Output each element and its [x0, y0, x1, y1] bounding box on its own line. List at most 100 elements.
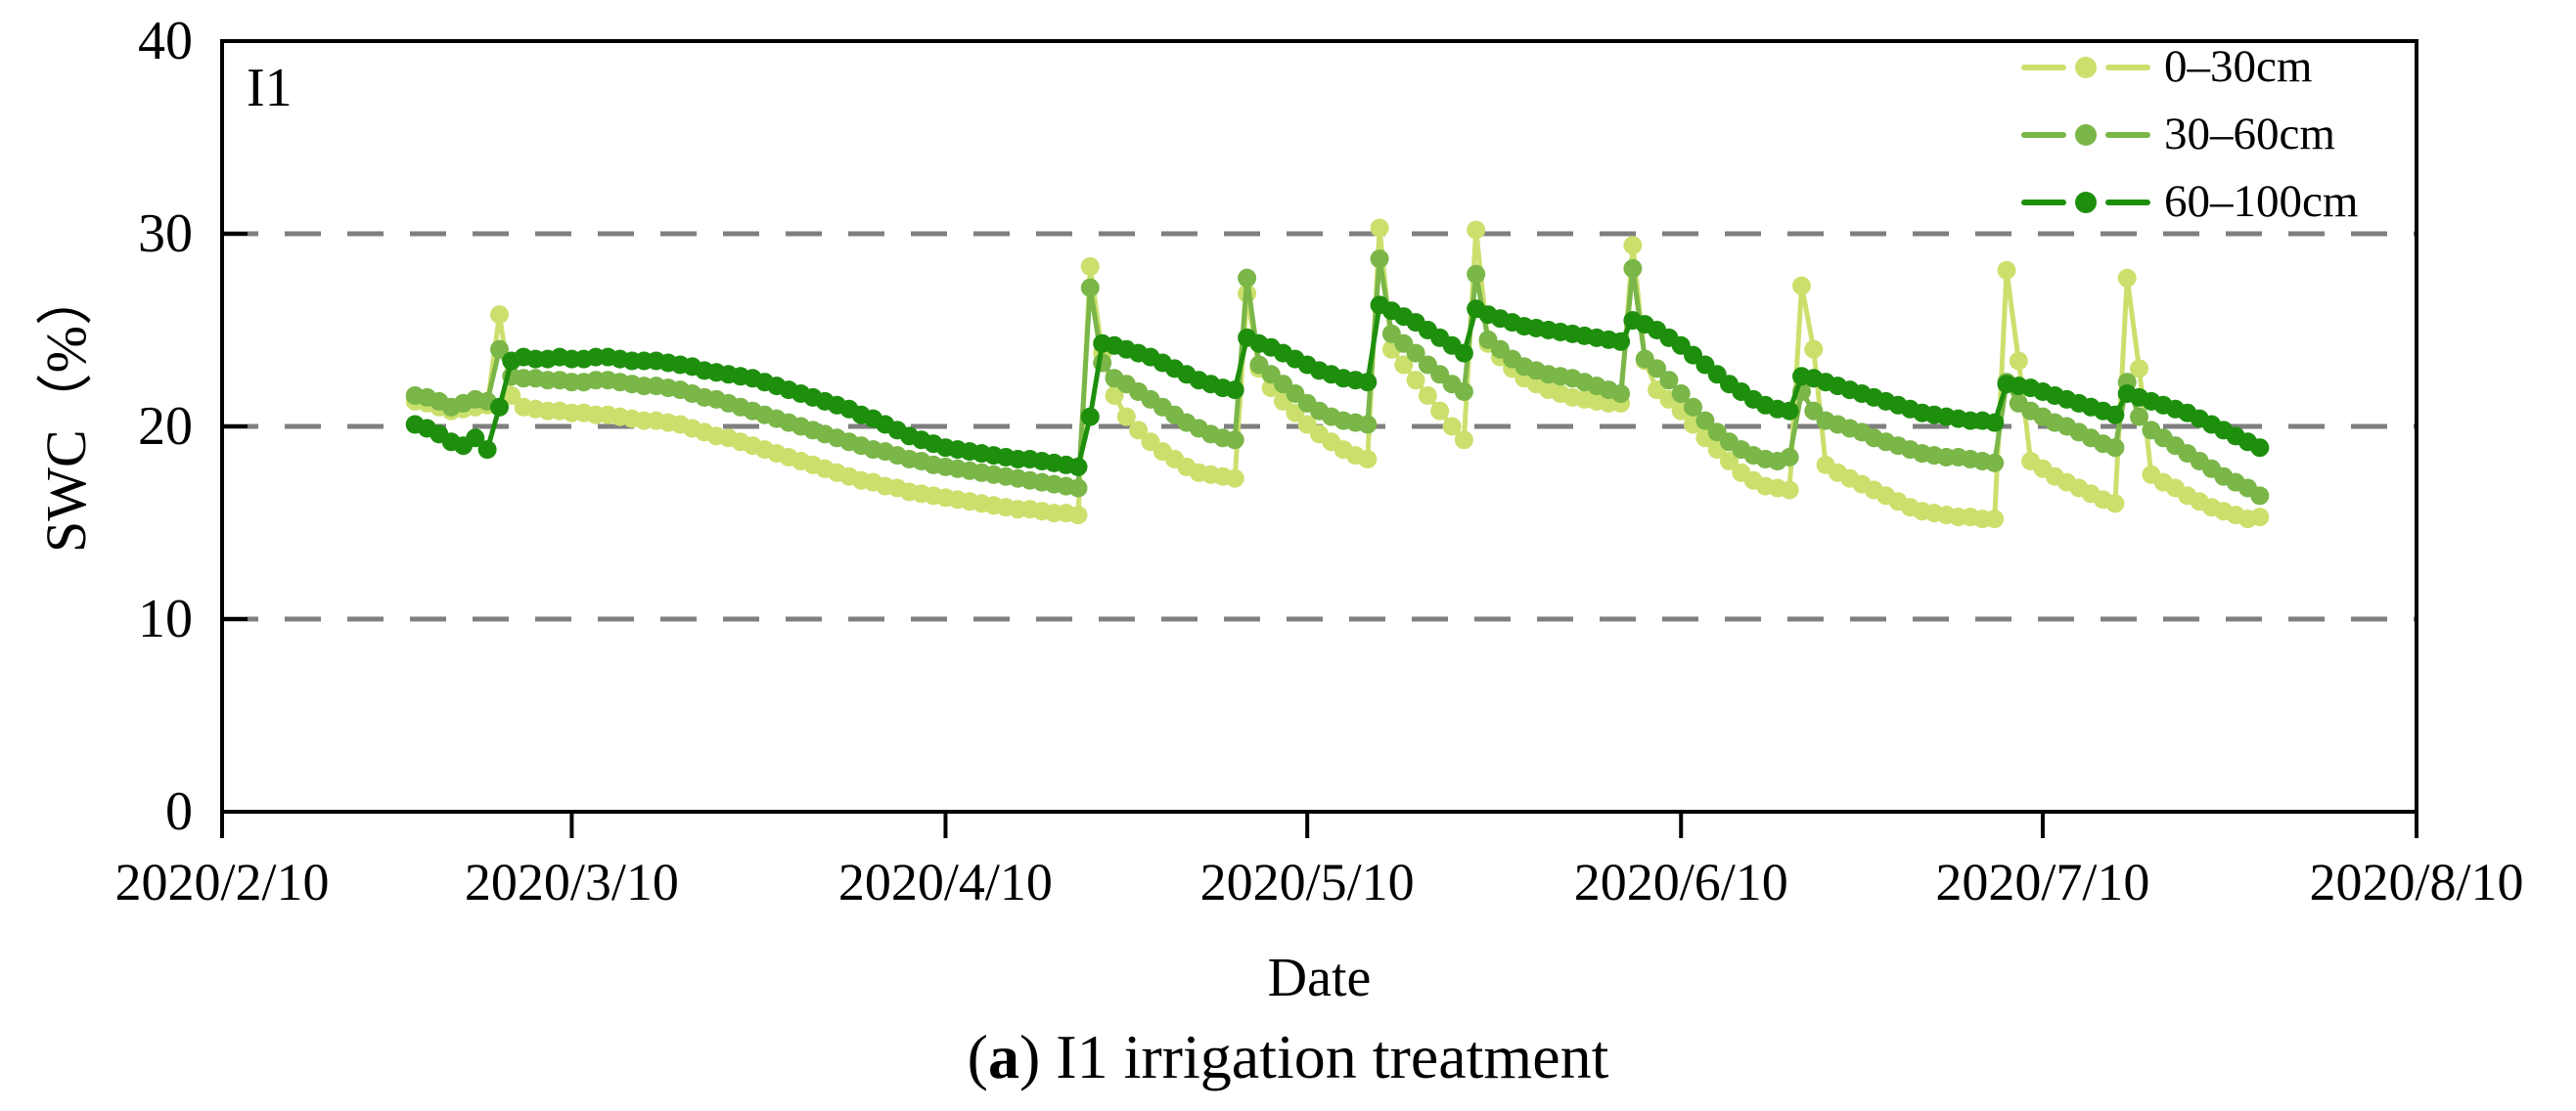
series-marker-0-30cm — [1116, 407, 1136, 426]
y-tick-label-30: 30 — [138, 203, 193, 264]
series-marker-30-60cm — [1068, 478, 1088, 498]
x-tick-label-3: 2020/5/10 — [1199, 853, 1415, 911]
series-marker-30-60cm — [1370, 249, 1389, 269]
series-marker-0-30cm — [1430, 401, 1450, 421]
series-marker-60-100cm — [1985, 413, 2005, 432]
x-tick-label-0: 2020/2/10 — [114, 853, 330, 911]
series-marker-60-100cm — [466, 428, 485, 448]
series-marker-0-30cm — [1985, 510, 2005, 529]
series-marker-0-30cm — [1105, 386, 1124, 405]
legend-line-icon — [2021, 131, 2066, 138]
series-marker-30-60cm — [490, 339, 509, 359]
series-marker-0-30cm — [1442, 417, 1462, 436]
x-tick-label-4: 2020/6/10 — [1573, 853, 1788, 911]
series-marker-0-30cm — [1358, 450, 1378, 468]
series-marker-60-100cm — [1225, 380, 1244, 400]
legend-dot-icon — [2075, 123, 2097, 146]
panel-label: I1 — [247, 58, 293, 118]
series-marker-0-30cm — [1997, 260, 2016, 280]
legend-line-icon — [2105, 131, 2150, 138]
legend-item-label: 30–60cm — [2164, 109, 2335, 159]
series-marker-60-100cm — [2250, 438, 2270, 458]
caption-prefix: ( — [967, 1022, 988, 1091]
series-marker-0-30cm — [2130, 359, 2148, 378]
legend-item-label: 0–30cm — [2164, 41, 2313, 92]
y-tick-label-10: 10 — [138, 589, 193, 649]
series-marker-30-60cm — [1225, 430, 1244, 450]
series-marker-0-30cm — [1068, 506, 1088, 525]
series-marker-60-100cm — [1068, 457, 1088, 476]
series-marker-30-60cm — [1985, 453, 2005, 472]
series-marker-0-30cm — [2105, 494, 2125, 513]
y-tick-label-40: 40 — [138, 11, 193, 71]
x-tick-label-5: 2020/7/10 — [1935, 853, 2150, 911]
legend: 0–30cm 30–60cm 60–100cm — [2021, 33, 2358, 236]
series-marker-60-100cm — [1080, 407, 1100, 426]
figure-caption: (a) I1 irrigation treatment — [0, 1021, 2576, 1093]
legend-line-icon — [2105, 199, 2150, 205]
series-marker-0-30cm — [1623, 236, 1643, 255]
series-marker-60-100cm — [2105, 405, 2125, 424]
series-marker-30-60cm — [1358, 415, 1378, 434]
legend-line-icon — [2105, 64, 2150, 70]
y-axis-title: SWC（%） — [34, 268, 98, 554]
series-marker-60-100cm — [1358, 373, 1378, 392]
series-marker-0-30cm — [1792, 276, 1811, 295]
legend-line-icon — [2021, 64, 2066, 70]
series-marker-30-60cm — [1406, 343, 1425, 363]
series-marker-0-30cm — [1080, 257, 1100, 276]
series-marker-0-30cm — [1418, 386, 1437, 405]
caption-text: ) I1 irrigation treatment — [1018, 1022, 1609, 1091]
series-marker-0-30cm — [1804, 339, 1824, 359]
series-marker-60-100cm — [1454, 343, 1473, 363]
series-marker-0-30cm — [2009, 351, 2028, 371]
series-marker-30-60cm — [1648, 359, 1667, 378]
series-marker-30-60cm — [1080, 278, 1100, 297]
series-marker-30-60cm — [1623, 259, 1643, 278]
series-marker-0-30cm — [1225, 468, 1244, 488]
caption-panel-letter: a — [987, 1022, 1019, 1091]
legend-item-0-30cm: 0–30cm — [2021, 33, 2358, 101]
series-marker-60-100cm — [1611, 332, 1631, 351]
legend-item-30-60cm: 30–60cm — [2021, 101, 2358, 168]
series-marker-0-30cm — [1129, 421, 1149, 440]
series-marker-60-100cm — [477, 440, 497, 460]
series-marker-60-100cm — [1780, 401, 1799, 421]
series-marker-0-30cm — [2250, 508, 2270, 527]
legend-item-60-100cm: 60–100cm — [2021, 168, 2358, 236]
legend-line-icon — [2021, 199, 2066, 205]
series-marker-60-100cm — [490, 397, 509, 417]
series-marker-30-60cm — [1611, 384, 1631, 403]
series-marker-0-30cm — [490, 305, 509, 325]
series-marker-30-60cm — [2130, 407, 2148, 426]
series-marker-0-30cm — [1454, 430, 1473, 450]
series-marker-0-30cm — [2117, 268, 2137, 288]
series-marker-30-60cm — [1454, 382, 1473, 401]
series-marker-0-30cm — [1394, 355, 1414, 375]
series-marker-0-30cm — [1370, 218, 1389, 238]
x-tick-label-6: 2020/8/10 — [2309, 853, 2524, 911]
legend-dot-icon — [2075, 191, 2097, 213]
series-marker-0-30cm — [1780, 480, 1799, 500]
legend-dot-icon — [2075, 56, 2097, 78]
series-marker-0-30cm — [1467, 220, 1486, 240]
x-tick-label-2: 2020/4/10 — [837, 853, 1053, 911]
series-marker-30-60cm — [1780, 448, 1799, 467]
series-marker-30-60cm — [1659, 371, 1679, 390]
series-marker-30-60cm — [2105, 438, 2125, 458]
series-marker-30-60cm — [2250, 486, 2270, 506]
x-tick-label-1: 2020/3/10 — [464, 853, 679, 911]
series-marker-30-60cm — [1467, 264, 1486, 284]
series-marker-0-30cm — [1720, 452, 1739, 470]
series-marker-30-60cm — [1238, 268, 1257, 288]
series-marker-30-60cm — [1684, 397, 1702, 417]
y-tick-label-0: 0 — [165, 781, 193, 842]
legend-item-label: 60–100cm — [2164, 176, 2359, 227]
x-axis-title: Date — [1267, 948, 1372, 1008]
series-marker-30-60cm — [1671, 384, 1691, 403]
series-marker-30-60cm — [1695, 411, 1715, 430]
y-tick-label-20: 20 — [138, 396, 193, 457]
series-marker-0-30cm — [502, 386, 521, 405]
